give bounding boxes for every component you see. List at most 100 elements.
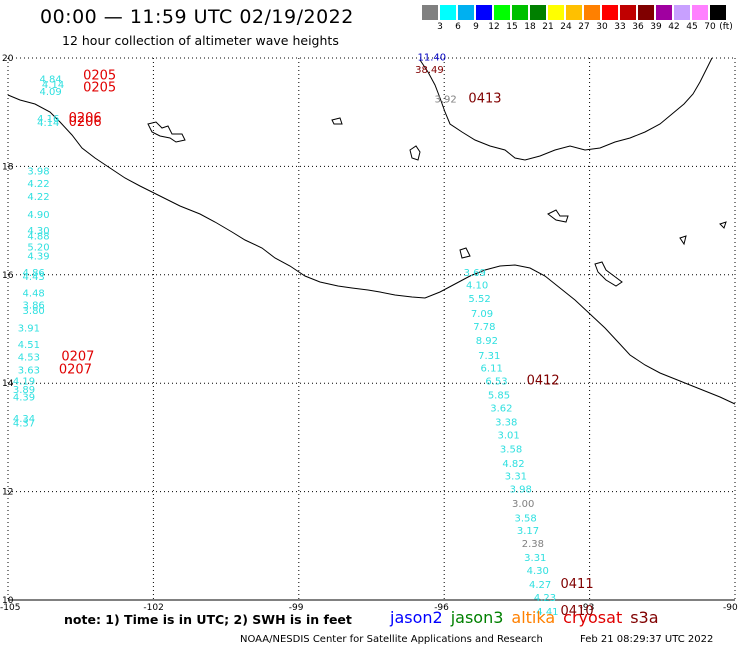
wave-height-label: 5.52 bbox=[468, 294, 490, 305]
data-marks: 4.844.144.094.164.143.984.224.224.904.30… bbox=[13, 53, 594, 619]
credit-text: NOAA/NESDIS Center for Satellite Applica… bbox=[240, 634, 543, 645]
scale-tick-label: 12 bbox=[488, 22, 500, 32]
wave-height-label: 7.09 bbox=[471, 309, 493, 320]
pass-time-label: 0205 bbox=[83, 81, 116, 96]
wave-height-label: 4.16 bbox=[37, 114, 59, 125]
scale-tick-label: 9 bbox=[473, 22, 479, 32]
wave-height-label: 3.69 bbox=[464, 268, 486, 279]
scale-tick-label: 15 bbox=[506, 22, 518, 32]
wave-height-label: 4.10 bbox=[466, 280, 488, 291]
wave-height-label: 5.20 bbox=[27, 242, 49, 253]
lat-tick-label: 16 bbox=[2, 271, 14, 281]
scale-tick-label: 30 bbox=[596, 22, 608, 32]
wave-height-label: 3.80 bbox=[23, 306, 45, 317]
coastline-gulf bbox=[419, 57, 713, 161]
wave-height-label: 5.85 bbox=[488, 390, 510, 401]
scale-tick-label: 24 bbox=[560, 22, 572, 32]
pass-time-label: 0205 bbox=[83, 69, 116, 84]
satellite-legend-item: jason2 bbox=[390, 608, 443, 627]
wave-height-label: 4.39 bbox=[13, 393, 35, 404]
scale-swatch bbox=[476, 5, 492, 20]
lat-tick-label: 18 bbox=[2, 162, 14, 172]
lat-tick-label: 14 bbox=[2, 379, 14, 389]
lon-tick-label: -90 bbox=[723, 603, 738, 613]
wave-height-label: 3.01 bbox=[498, 430, 520, 441]
scale-swatch bbox=[602, 5, 618, 20]
wave-height-label: 4.53 bbox=[18, 352, 40, 363]
satellite-legend: jason2 jason3 altika cryosat s3a bbox=[390, 608, 667, 627]
wave-height-label: 4.19 bbox=[13, 376, 35, 387]
scale-swatch bbox=[620, 5, 636, 20]
wave-height-label: 7.78 bbox=[473, 322, 495, 333]
wave-height-label: 4.86 bbox=[23, 268, 45, 279]
scale-swatch bbox=[458, 5, 474, 20]
wave-height-label: 4.30 bbox=[527, 566, 549, 577]
wave-height-label: 4.84 bbox=[40, 74, 62, 85]
satellite-legend-item: jason3 bbox=[450, 608, 504, 627]
wave-height-label: 3.89 bbox=[13, 385, 35, 396]
wave-height-label: 4.27 bbox=[529, 580, 551, 591]
scale-swatch bbox=[584, 5, 600, 20]
scale-tick-label: 18 bbox=[524, 22, 536, 32]
pass-time-label: 0207 bbox=[61, 349, 94, 364]
lon-tick-label: -93 bbox=[580, 603, 595, 613]
scale-swatch bbox=[422, 5, 438, 20]
wave-height-label: 11.40 bbox=[418, 53, 447, 64]
pass-time-label: 0206 bbox=[69, 115, 102, 130]
wave-height-label: 4.37 bbox=[13, 419, 35, 430]
pass-time-label: 0206 bbox=[69, 111, 102, 126]
pass-time-label: 0410 bbox=[561, 604, 594, 619]
wave-height-label: 3.92 bbox=[435, 94, 457, 105]
wave-height-label: 4.51 bbox=[18, 340, 40, 351]
scale-tick-label: 39 bbox=[650, 22, 662, 32]
satellite-legend-item: s3a bbox=[630, 608, 659, 627]
lon-tick-label: -105 bbox=[0, 603, 20, 613]
wave-height-label: 3.31 bbox=[505, 472, 527, 483]
wave-height-label: 4.14 bbox=[42, 80, 64, 91]
page-subtitle: 12 hour collection of altimeter wave hei… bbox=[62, 33, 339, 48]
scale-swatch bbox=[530, 5, 546, 20]
scale-swatch bbox=[512, 5, 528, 20]
lat-tick-label: 12 bbox=[2, 488, 13, 498]
wave-height-label: 3.58 bbox=[500, 445, 522, 456]
wave-height-label: 8.92 bbox=[476, 336, 498, 347]
scale-tick-label: 33 bbox=[614, 22, 626, 32]
islands bbox=[147, 117, 727, 287]
wave-height-label: 4.34 bbox=[13, 414, 35, 425]
wave-height-label: 4.48 bbox=[23, 288, 45, 299]
wave-height-label: 3.62 bbox=[490, 403, 512, 414]
wave-height-label: 4.30 bbox=[27, 226, 49, 237]
wave-height-label: 4.82 bbox=[502, 459, 524, 470]
wave-height-label: 4.88 bbox=[27, 232, 49, 243]
satellite-legend-item: altika bbox=[511, 608, 556, 627]
scale-swatch bbox=[494, 5, 510, 20]
wave-height-label: 2.38 bbox=[522, 539, 544, 550]
wave-height-label: 7.31 bbox=[478, 351, 500, 362]
scale-swatch bbox=[710, 5, 726, 20]
scale-tick-label: 42 bbox=[668, 22, 680, 32]
wave-height-label: 4.39 bbox=[27, 252, 49, 263]
wave-height-label: 4.90 bbox=[27, 210, 49, 221]
scale-tick-label: 45 bbox=[686, 22, 698, 32]
wave-height-label: 3.86 bbox=[23, 300, 45, 311]
pass-time-label: 0207 bbox=[59, 362, 92, 377]
wave-height-label: 3.31 bbox=[524, 553, 546, 564]
wave-height-label: 3.58 bbox=[514, 513, 536, 524]
timestamp-text: Feb 21 08:29:37 UTC 2022 bbox=[580, 634, 714, 645]
units-note: note: 1) Time is in UTC; 2) SWH is in fe… bbox=[64, 612, 352, 627]
wave-height-label: 4.09 bbox=[40, 87, 62, 98]
wave-height-label: 4.22 bbox=[27, 179, 49, 190]
scale-tick-label: 3 bbox=[437, 22, 443, 32]
scale-tick-label: 6 bbox=[455, 22, 461, 32]
lat-tick-label: 10 bbox=[2, 596, 14, 606]
wave-height-label: 4.22 bbox=[27, 192, 49, 203]
wave-height-label: 4.41 bbox=[536, 607, 558, 618]
wave-height-label: 38.49 bbox=[415, 65, 444, 76]
wave-height-label: 4.23 bbox=[534, 593, 556, 604]
wave-height-label: 4.14 bbox=[37, 118, 59, 129]
page-title: 00:00 — 11:59 UTC 02/19/2022 bbox=[40, 6, 354, 28]
scale-swatch bbox=[674, 5, 690, 20]
pass-time-label: 0413 bbox=[468, 91, 501, 106]
